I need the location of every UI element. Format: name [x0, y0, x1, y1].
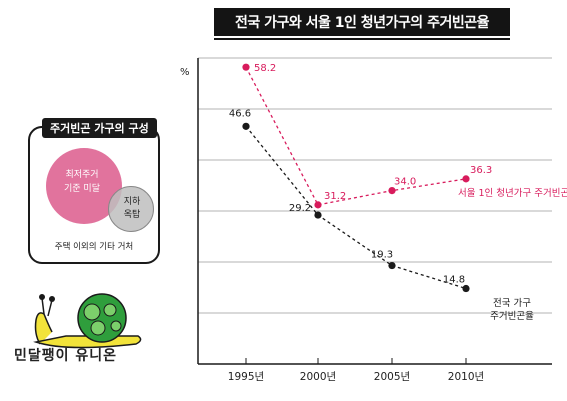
logo-text: 민달팽이 유니온 [14, 348, 118, 364]
x-tick-labels: 1995년 2000년 2005년 2010년 [228, 358, 484, 383]
legend-label: 주거빈곤율 [490, 311, 534, 322]
substandard-housing-label: 최저주거 기준 미달 [64, 170, 100, 194]
data-label: 19.3 [371, 250, 393, 261]
composition-inset: 주거빈곤 가구의 구성 최저주거 기준 미달 지하 옥탑 주택 이외의 기타 거… [28, 118, 160, 264]
data-label: 31.2 [324, 191, 346, 202]
data-point [314, 211, 322, 219]
title-underline [214, 38, 510, 40]
data-label: 58.2 [254, 63, 276, 74]
series-line [245, 66, 467, 206]
x-tick-label: 2000년 [300, 371, 336, 383]
data-point [462, 284, 470, 293]
basement-rooftop-label: 지하 옥탑 [123, 197, 141, 220]
series-line [245, 125, 467, 290]
chart-title: 전국 가구와 서울 1인 청년가구의 주거빈곤율 [214, 8, 510, 36]
data-label: 34.0 [394, 177, 416, 188]
data-label: 46.6 [229, 108, 251, 119]
x-tick-label: 1995년 [228, 371, 264, 383]
series-lines [245, 66, 467, 290]
x-tick-label: 2005년 [374, 371, 410, 383]
snail-logo-icon [33, 293, 142, 349]
basement-rooftop-circle [108, 186, 154, 232]
x-tick-label: 2010년 [448, 371, 484, 383]
series-points [242, 63, 470, 293]
data-point [388, 187, 396, 195]
data-point [242, 63, 250, 71]
y-unit-label: % [180, 67, 190, 78]
inset-caption: 주택 이외의 기타 거처 [54, 242, 134, 252]
data-labels: 58.2 31.2 34.0 36.3 46.6 29.2 19.3 14.8 [229, 63, 492, 285]
inset-title: 주거빈곤 가구의 구성 [42, 118, 157, 138]
data-label: 14.8 [443, 275, 465, 286]
chart-grid [198, 57, 552, 314]
legend-label: 전국 가구 [493, 298, 531, 309]
legend-label: 서울 1인 청년가구 주거빈곤율 [458, 188, 567, 199]
data-point [388, 261, 396, 270]
data-point [242, 122, 250, 130]
data-point [314, 201, 322, 209]
data-label: 36.3 [470, 165, 492, 176]
data-point [462, 175, 470, 183]
data-label: 29.2 [289, 203, 311, 214]
